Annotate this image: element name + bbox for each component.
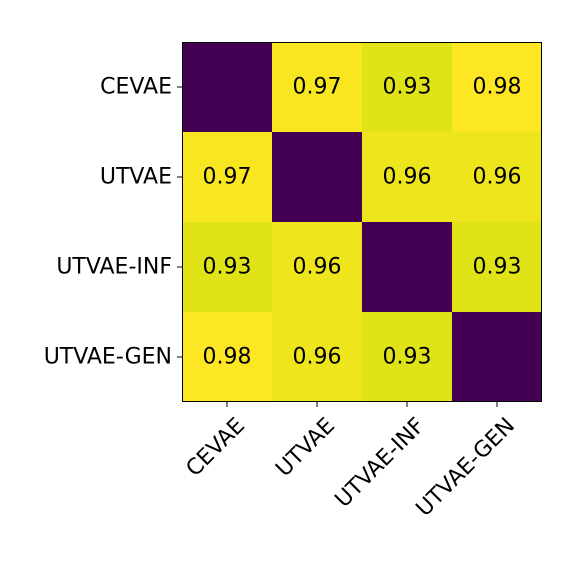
heatmap-cell-utvae-gen-cevae <box>182 312 272 402</box>
heatmap-cell-cevae-cevae <box>182 42 272 132</box>
cell-value-label: 0.96 <box>293 345 342 370</box>
x-tick-label-cevae: CEVAE <box>182 413 250 481</box>
cell-value-label: 0.97 <box>293 75 342 100</box>
heatmap-cell-utvae-inf-utvae-gen <box>452 222 542 312</box>
cell-value-label: 0.93 <box>383 75 432 100</box>
heatmap-cell-utvae-inf-utvae-inf <box>362 222 452 312</box>
y-axis-ticks: CEVAE UTVAE UTVAE-INF UTVAE-GEN <box>44 75 182 370</box>
cell-labels: 0.97 0.93 0.98 0.97 0.96 0.96 0.93 0.96 0.93 0.98… <box>203 75 522 370</box>
heatmap-cell-utvae-gen-utvae-inf <box>362 312 452 402</box>
heatmap-cell-utvae-utvae-gen <box>452 132 542 222</box>
heatmap-cell-utvae-cevae <box>182 132 272 222</box>
heatmap-cell-utvae-inf-cevae <box>182 222 272 312</box>
heatmap-cell-utvae-inf-utvae <box>272 222 362 312</box>
cell-value-label: 0.96 <box>473 165 522 190</box>
cell-value-label: 0.98 <box>203 345 252 370</box>
y-tick-label-utvae-inf: UTVAE-INF <box>56 255 172 280</box>
heatmap-cell-cevae-utvae <box>272 42 362 132</box>
y-tick-label-utvae: UTVAE <box>100 165 172 190</box>
x-tick-label-utvae-inf: UTVAE-INF <box>331 413 430 512</box>
heatmap-cell-utvae-gen-utvae <box>272 312 362 402</box>
cell-value-label: 0.93 <box>473 255 522 280</box>
x-tick-label-utvae: UTVAE <box>271 413 340 482</box>
heatmap-cell-utvae-gen-utvae-gen <box>452 312 542 402</box>
y-tick-label-utvae-gen: UTVAE-GEN <box>44 345 172 370</box>
cell-value-label: 0.96 <box>293 255 342 280</box>
heatmap-cell-cevae-utvae-gen <box>452 42 542 132</box>
plot-frame <box>182 42 542 402</box>
y-tick-label-cevae: CEVAE <box>100 75 172 100</box>
cell-value-label: 0.98 <box>473 75 522 100</box>
cell-value-label: 0.93 <box>383 345 432 370</box>
cell-value-label: 0.93 <box>203 255 252 280</box>
cell-value-label: 0.96 <box>383 165 432 190</box>
cell-value-label: 0.97 <box>203 165 252 190</box>
heatmap-cell-utvae-utvae <box>272 132 362 222</box>
heatmap-cell-utvae-utvae-inf <box>362 132 452 222</box>
heatmap-cells <box>182 42 542 402</box>
heatmap-cell-cevae-utvae-inf <box>362 42 452 132</box>
